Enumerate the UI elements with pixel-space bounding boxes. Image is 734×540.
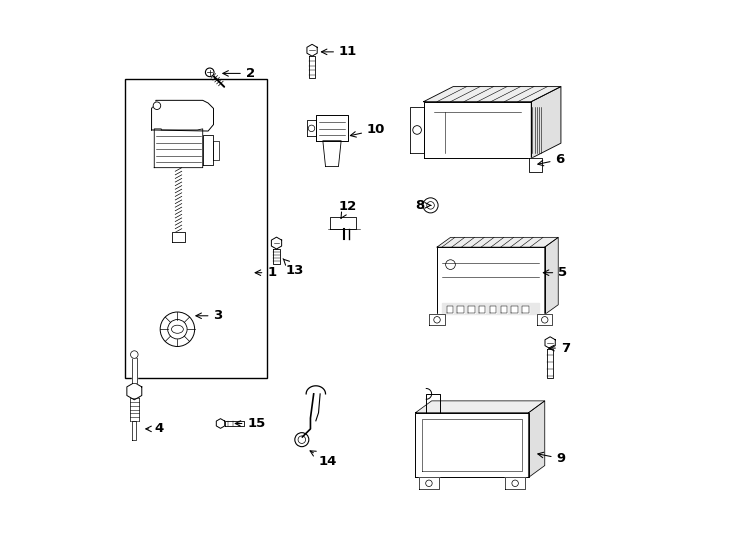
Polygon shape <box>154 129 203 167</box>
Text: 3: 3 <box>196 309 222 322</box>
Polygon shape <box>172 232 185 242</box>
Polygon shape <box>528 158 542 172</box>
Polygon shape <box>225 421 244 426</box>
Polygon shape <box>272 237 282 249</box>
Polygon shape <box>307 120 316 137</box>
Polygon shape <box>437 247 545 314</box>
Polygon shape <box>217 418 225 428</box>
Polygon shape <box>531 86 561 158</box>
Polygon shape <box>330 217 356 229</box>
Circle shape <box>160 312 195 347</box>
Polygon shape <box>437 238 558 247</box>
Circle shape <box>153 102 161 110</box>
Text: 6: 6 <box>538 153 564 166</box>
Polygon shape <box>501 306 507 313</box>
Polygon shape <box>457 306 464 313</box>
Polygon shape <box>443 302 539 314</box>
Polygon shape <box>415 413 528 477</box>
Text: 7: 7 <box>549 342 570 355</box>
Polygon shape <box>273 249 280 264</box>
Polygon shape <box>424 102 531 158</box>
Polygon shape <box>429 314 445 325</box>
Polygon shape <box>545 238 558 314</box>
Text: 5: 5 <box>543 266 567 279</box>
Circle shape <box>423 198 438 213</box>
Text: 12: 12 <box>339 200 357 218</box>
Text: 1: 1 <box>255 266 277 279</box>
Polygon shape <box>506 477 525 489</box>
Polygon shape <box>537 314 552 325</box>
Polygon shape <box>151 100 214 131</box>
Polygon shape <box>545 337 555 349</box>
Text: 15: 15 <box>235 417 266 430</box>
Polygon shape <box>415 401 545 413</box>
Polygon shape <box>316 115 348 141</box>
Circle shape <box>206 68 214 77</box>
Polygon shape <box>323 141 341 166</box>
Text: 14: 14 <box>310 451 337 468</box>
Polygon shape <box>132 421 137 440</box>
Polygon shape <box>127 382 142 400</box>
Polygon shape <box>419 477 439 489</box>
Circle shape <box>131 351 138 359</box>
Polygon shape <box>214 141 219 160</box>
Polygon shape <box>307 44 317 56</box>
Polygon shape <box>309 56 316 78</box>
Polygon shape <box>410 107 424 153</box>
Polygon shape <box>528 401 545 477</box>
Text: 9: 9 <box>538 452 566 465</box>
Text: 11: 11 <box>321 45 357 58</box>
Polygon shape <box>424 86 561 102</box>
Polygon shape <box>203 136 214 165</box>
Text: 2: 2 <box>223 67 255 80</box>
Polygon shape <box>447 306 453 313</box>
Polygon shape <box>479 306 485 313</box>
Ellipse shape <box>172 325 184 333</box>
Text: 8: 8 <box>415 199 431 212</box>
Polygon shape <box>490 306 496 313</box>
Circle shape <box>167 320 187 339</box>
Bar <box>125 79 267 377</box>
Polygon shape <box>131 359 137 382</box>
Polygon shape <box>522 306 528 313</box>
Polygon shape <box>547 349 553 378</box>
Polygon shape <box>512 306 517 313</box>
Text: 10: 10 <box>350 124 385 137</box>
Text: 4: 4 <box>146 422 164 435</box>
Polygon shape <box>468 306 475 313</box>
Text: 13: 13 <box>283 259 303 276</box>
